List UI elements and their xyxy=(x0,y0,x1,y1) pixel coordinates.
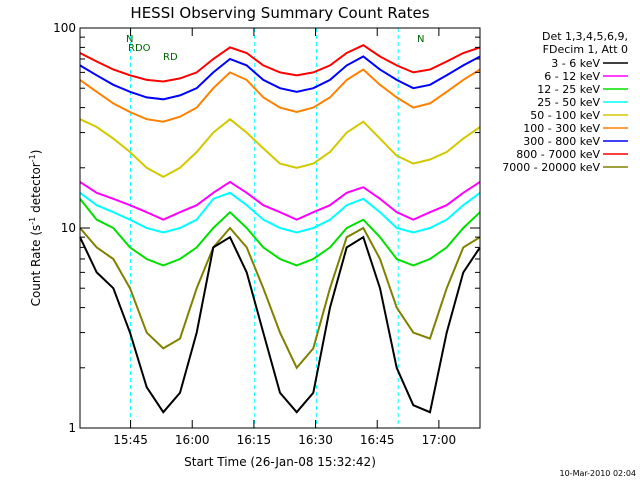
y-axis-label: Count Rate (s-1 detector-1) xyxy=(28,150,43,307)
legend-entry-label: 50 - 100 keV xyxy=(530,109,600,122)
series-line xyxy=(79,226,481,370)
legend-entry-label: 300 - 800 keV xyxy=(523,135,600,148)
x-tick-label: 16:30 xyxy=(298,433,333,447)
annotation-label: N xyxy=(417,34,424,45)
y-tick-label: 10 xyxy=(61,221,76,235)
axis-ticks: 15:45 16:00 16:15 16:30 16:45 17:00 1 10 100 xyxy=(53,21,480,447)
series-line xyxy=(79,68,481,123)
series-layer xyxy=(79,44,481,414)
series-line xyxy=(79,117,481,179)
y-tick-label: 1 xyxy=(68,421,76,435)
x-axis-label: Start Time (26-Jan-08 15:32:42) xyxy=(184,455,376,469)
legend-entry-label: 7000 - 20000 keV xyxy=(502,161,600,174)
series-line xyxy=(79,44,481,83)
legend: Det 1,3,4,5,6,9, FDecim 1, Att 0 3 - 6 k… xyxy=(502,30,628,174)
y-axis-label-end: ) xyxy=(29,150,43,155)
series-line xyxy=(79,235,481,414)
series-line xyxy=(79,198,481,267)
legend-entry-label: 12 - 25 keV xyxy=(537,83,600,96)
y-axis-label-main: Count Rate (s xyxy=(29,225,43,307)
legend-entry-label: 100 - 300 keV xyxy=(523,122,600,135)
annotation-label: RDO xyxy=(128,43,151,54)
legend-entry-label: 25 - 50 keV xyxy=(537,96,600,109)
series-line xyxy=(79,55,481,101)
timestamp: 10-Mar-2010 02:04 xyxy=(560,469,637,478)
series-line xyxy=(79,180,481,221)
x-tick-label: 16:15 xyxy=(237,433,272,447)
x-tick-label: 16:45 xyxy=(360,433,395,447)
x-tick-label: 16:00 xyxy=(175,433,210,447)
y-axis-label-sup2: -1 xyxy=(28,154,37,162)
annotation-label: N xyxy=(126,34,133,45)
legend-header-2: FDecim 1, Att 0 xyxy=(543,43,628,56)
legend-header-1: Det 1,3,4,5,6,9, xyxy=(542,30,628,43)
y-axis-label-tail: detector xyxy=(29,162,43,217)
x-tick-label: 17:00 xyxy=(422,433,457,447)
chart-title: HESSI Observing Summary Count Rates xyxy=(130,4,429,22)
y-axis-label-sup: -1 xyxy=(28,217,37,225)
series-line xyxy=(79,191,481,234)
x-tick-label: 15:45 xyxy=(113,433,148,447)
y-tick-label: 100 xyxy=(53,21,76,35)
legend-entry-label: 6 - 12 keV xyxy=(544,70,600,83)
annotation-label: RD xyxy=(163,52,178,63)
legend-entry-label: 800 - 7000 keV xyxy=(516,148,600,161)
legend-entry-label: 3 - 6 keV xyxy=(551,57,600,70)
